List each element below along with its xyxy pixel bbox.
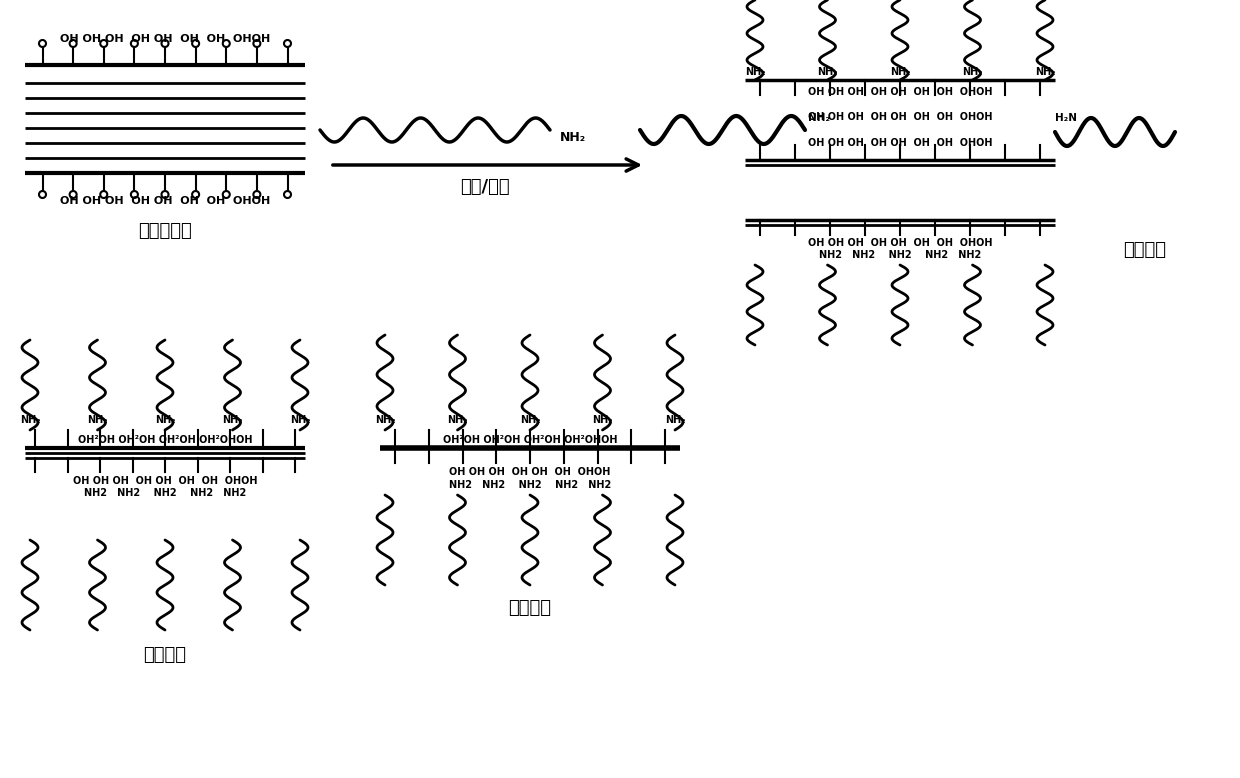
Text: NH₂: NH₂	[374, 415, 396, 425]
Text: NH₂: NH₂	[222, 415, 243, 425]
Text: NH₂: NH₂	[87, 415, 108, 425]
Text: NH₂: NH₂	[745, 67, 765, 77]
Text: NH₂: NH₂	[593, 415, 613, 425]
Text: NH₂: NH₂	[290, 415, 310, 425]
Text: NH₂: NH₂	[448, 415, 467, 425]
Text: OH OH OH  OH OH  OH  OH  OHOH: OH OH OH OH OH OH OH OHOH	[807, 138, 992, 148]
Text: NH₂: NH₂	[890, 67, 910, 77]
Text: OH OH OH  OH OH  OH  OH  OHOH: OH OH OH OH OH OH OH OHOH	[807, 112, 992, 122]
Text: NH₂: NH₂	[808, 113, 830, 123]
Text: NH₂: NH₂	[155, 415, 175, 425]
Text: NH₂: NH₂	[962, 67, 983, 77]
Text: H₂N: H₂N	[1055, 113, 1078, 123]
Text: NH2   NH2    NH2    NH2   NH2: NH2 NH2 NH2 NH2 NH2	[818, 250, 981, 260]
Text: OH OH OH  OH OH  OH  OH  OHOH: OH OH OH OH OH OH OH OHOH	[73, 476, 257, 486]
Text: 插层产物: 插层产物	[1123, 241, 1167, 259]
Text: NH₂: NH₂	[520, 415, 541, 425]
Text: OH OH OH  OH OH  OH  OH  OHOH: OH OH OH OH OH OH OH OHOH	[807, 238, 992, 248]
Text: 剖离产物: 剖离产物	[144, 646, 186, 664]
Text: NH₂: NH₂	[20, 415, 40, 425]
Text: OH²OH OH²OH OH²OH OH²OHOH: OH²OH OH²OH OH²OH OH²OHOH	[78, 435, 252, 445]
Text: NH₂: NH₂	[817, 67, 838, 77]
Text: NH₂: NH₂	[665, 415, 686, 425]
Text: OH OH OH  OH OH  OH  OH  OHOH: OH OH OH OH OH OH OH OHOH	[60, 196, 270, 206]
Text: 剖离产物: 剖离产物	[508, 599, 552, 617]
Text: OH OH OH  OH OH  OH  OHOH: OH OH OH OH OH OH OHOH	[449, 467, 610, 477]
Text: OH²OH OH²OH OH²OH OH²OHOH: OH²OH OH²OH OH²OH OH²OHOH	[443, 435, 618, 445]
Text: NH2   NH2    NH2    NH2   NH2: NH2 NH2 NH2 NH2 NH2	[449, 480, 611, 490]
Text: NH₂: NH₂	[560, 131, 587, 143]
Text: 插层/剖离: 插层/剖离	[460, 178, 510, 196]
Text: NH₂: NH₂	[1034, 67, 1055, 77]
Text: NH2   NH2    NH2    NH2   NH2: NH2 NH2 NH2 NH2 NH2	[84, 488, 246, 498]
Text: OH OH OH  OH OH  OH  OH  OHOH: OH OH OH OH OH OH OH OHOH	[60, 34, 270, 44]
Text: OH OH OH  OH OH  OH  OH  OHOH: OH OH OH OH OH OH OH OHOH	[807, 87, 992, 97]
Text: 层状纳米片: 层状纳米片	[138, 222, 192, 240]
